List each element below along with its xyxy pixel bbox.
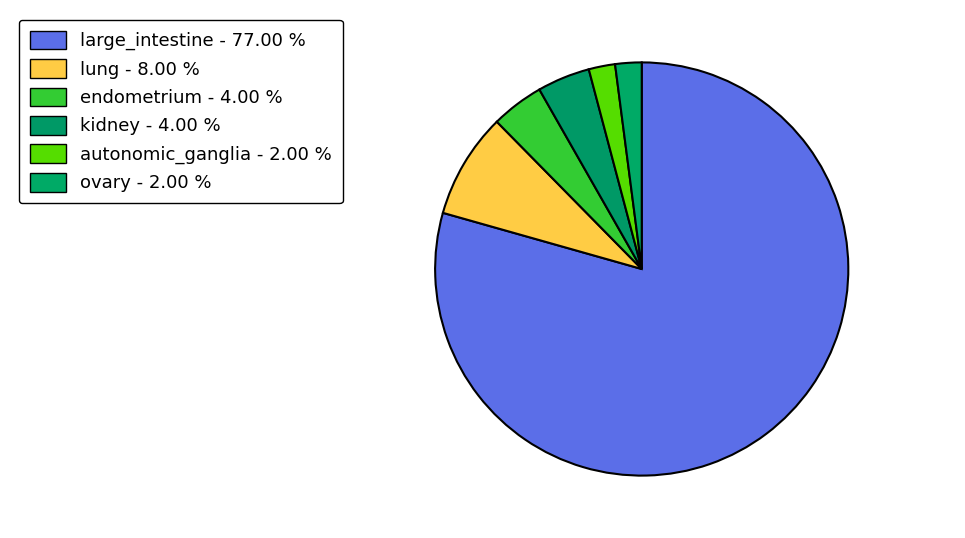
- Wedge shape: [497, 89, 642, 269]
- Wedge shape: [589, 64, 642, 269]
- Legend: large_intestine - 77.00 %, lung - 8.00 %, endometrium - 4.00 %, kidney - 4.00 %,: large_intestine - 77.00 %, lung - 8.00 %…: [18, 20, 343, 203]
- Wedge shape: [539, 69, 642, 269]
- Wedge shape: [435, 62, 848, 476]
- Wedge shape: [615, 62, 642, 269]
- Wedge shape: [443, 122, 642, 269]
